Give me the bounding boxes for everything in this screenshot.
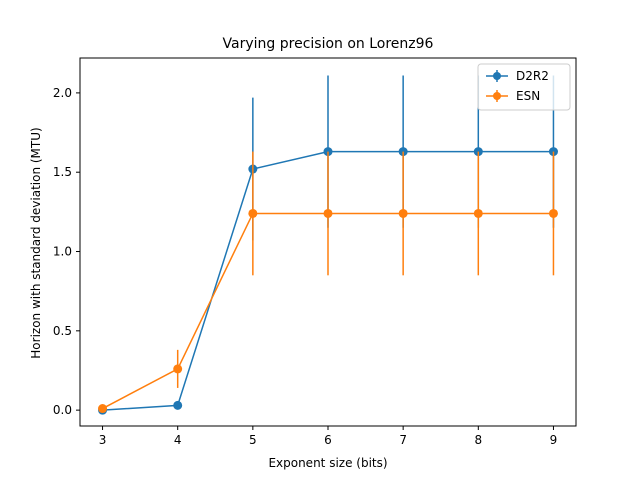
chart-title: Varying precision on Lorenz96 bbox=[223, 36, 434, 52]
data-point bbox=[173, 364, 183, 374]
plot-area bbox=[98, 75, 558, 415]
x-tick-label: 7 bbox=[399, 433, 407, 447]
legend-item-esn: ESN bbox=[486, 89, 540, 103]
y-tick-label: 1.5 bbox=[53, 165, 72, 179]
x-axis: 3 4 5 6 7 8 9 bbox=[99, 426, 558, 447]
x-tick-label: 4 bbox=[174, 433, 182, 447]
y-axis-label: Horizon with standard deviation (MTU) bbox=[29, 127, 43, 358]
x-tick-label: 5 bbox=[249, 433, 257, 447]
data-point bbox=[548, 208, 558, 218]
x-tick-label: 9 bbox=[550, 433, 558, 447]
data-point bbox=[398, 208, 408, 218]
data-point bbox=[173, 400, 183, 410]
y-tick-label: 1.0 bbox=[53, 245, 72, 259]
y-tick-label: 2.0 bbox=[53, 86, 72, 100]
y-tick-label: 0.5 bbox=[53, 324, 72, 338]
series-esn bbox=[98, 151, 558, 414]
x-tick-label: 3 bbox=[99, 433, 107, 447]
data-point bbox=[473, 208, 483, 218]
x-tick-label: 8 bbox=[474, 433, 482, 447]
legend-label: ESN bbox=[516, 89, 540, 103]
data-point bbox=[323, 208, 333, 218]
y-tick-label: 0.0 bbox=[53, 403, 72, 417]
legend-label: D2R2 bbox=[516, 69, 549, 83]
data-point bbox=[98, 404, 108, 414]
legend: D2R2 ESN bbox=[477, 63, 571, 111]
x-axis-label: Exponent size (bits) bbox=[268, 456, 387, 470]
legend-marker bbox=[493, 72, 501, 80]
data-point bbox=[248, 208, 258, 218]
x-tick-label: 6 bbox=[324, 433, 332, 447]
legend-item-d2r2: D2R2 bbox=[486, 69, 549, 83]
y-axis: 0.0 0.5 1.0 1.5 2.0 bbox=[53, 86, 80, 417]
legend-marker bbox=[493, 92, 501, 100]
